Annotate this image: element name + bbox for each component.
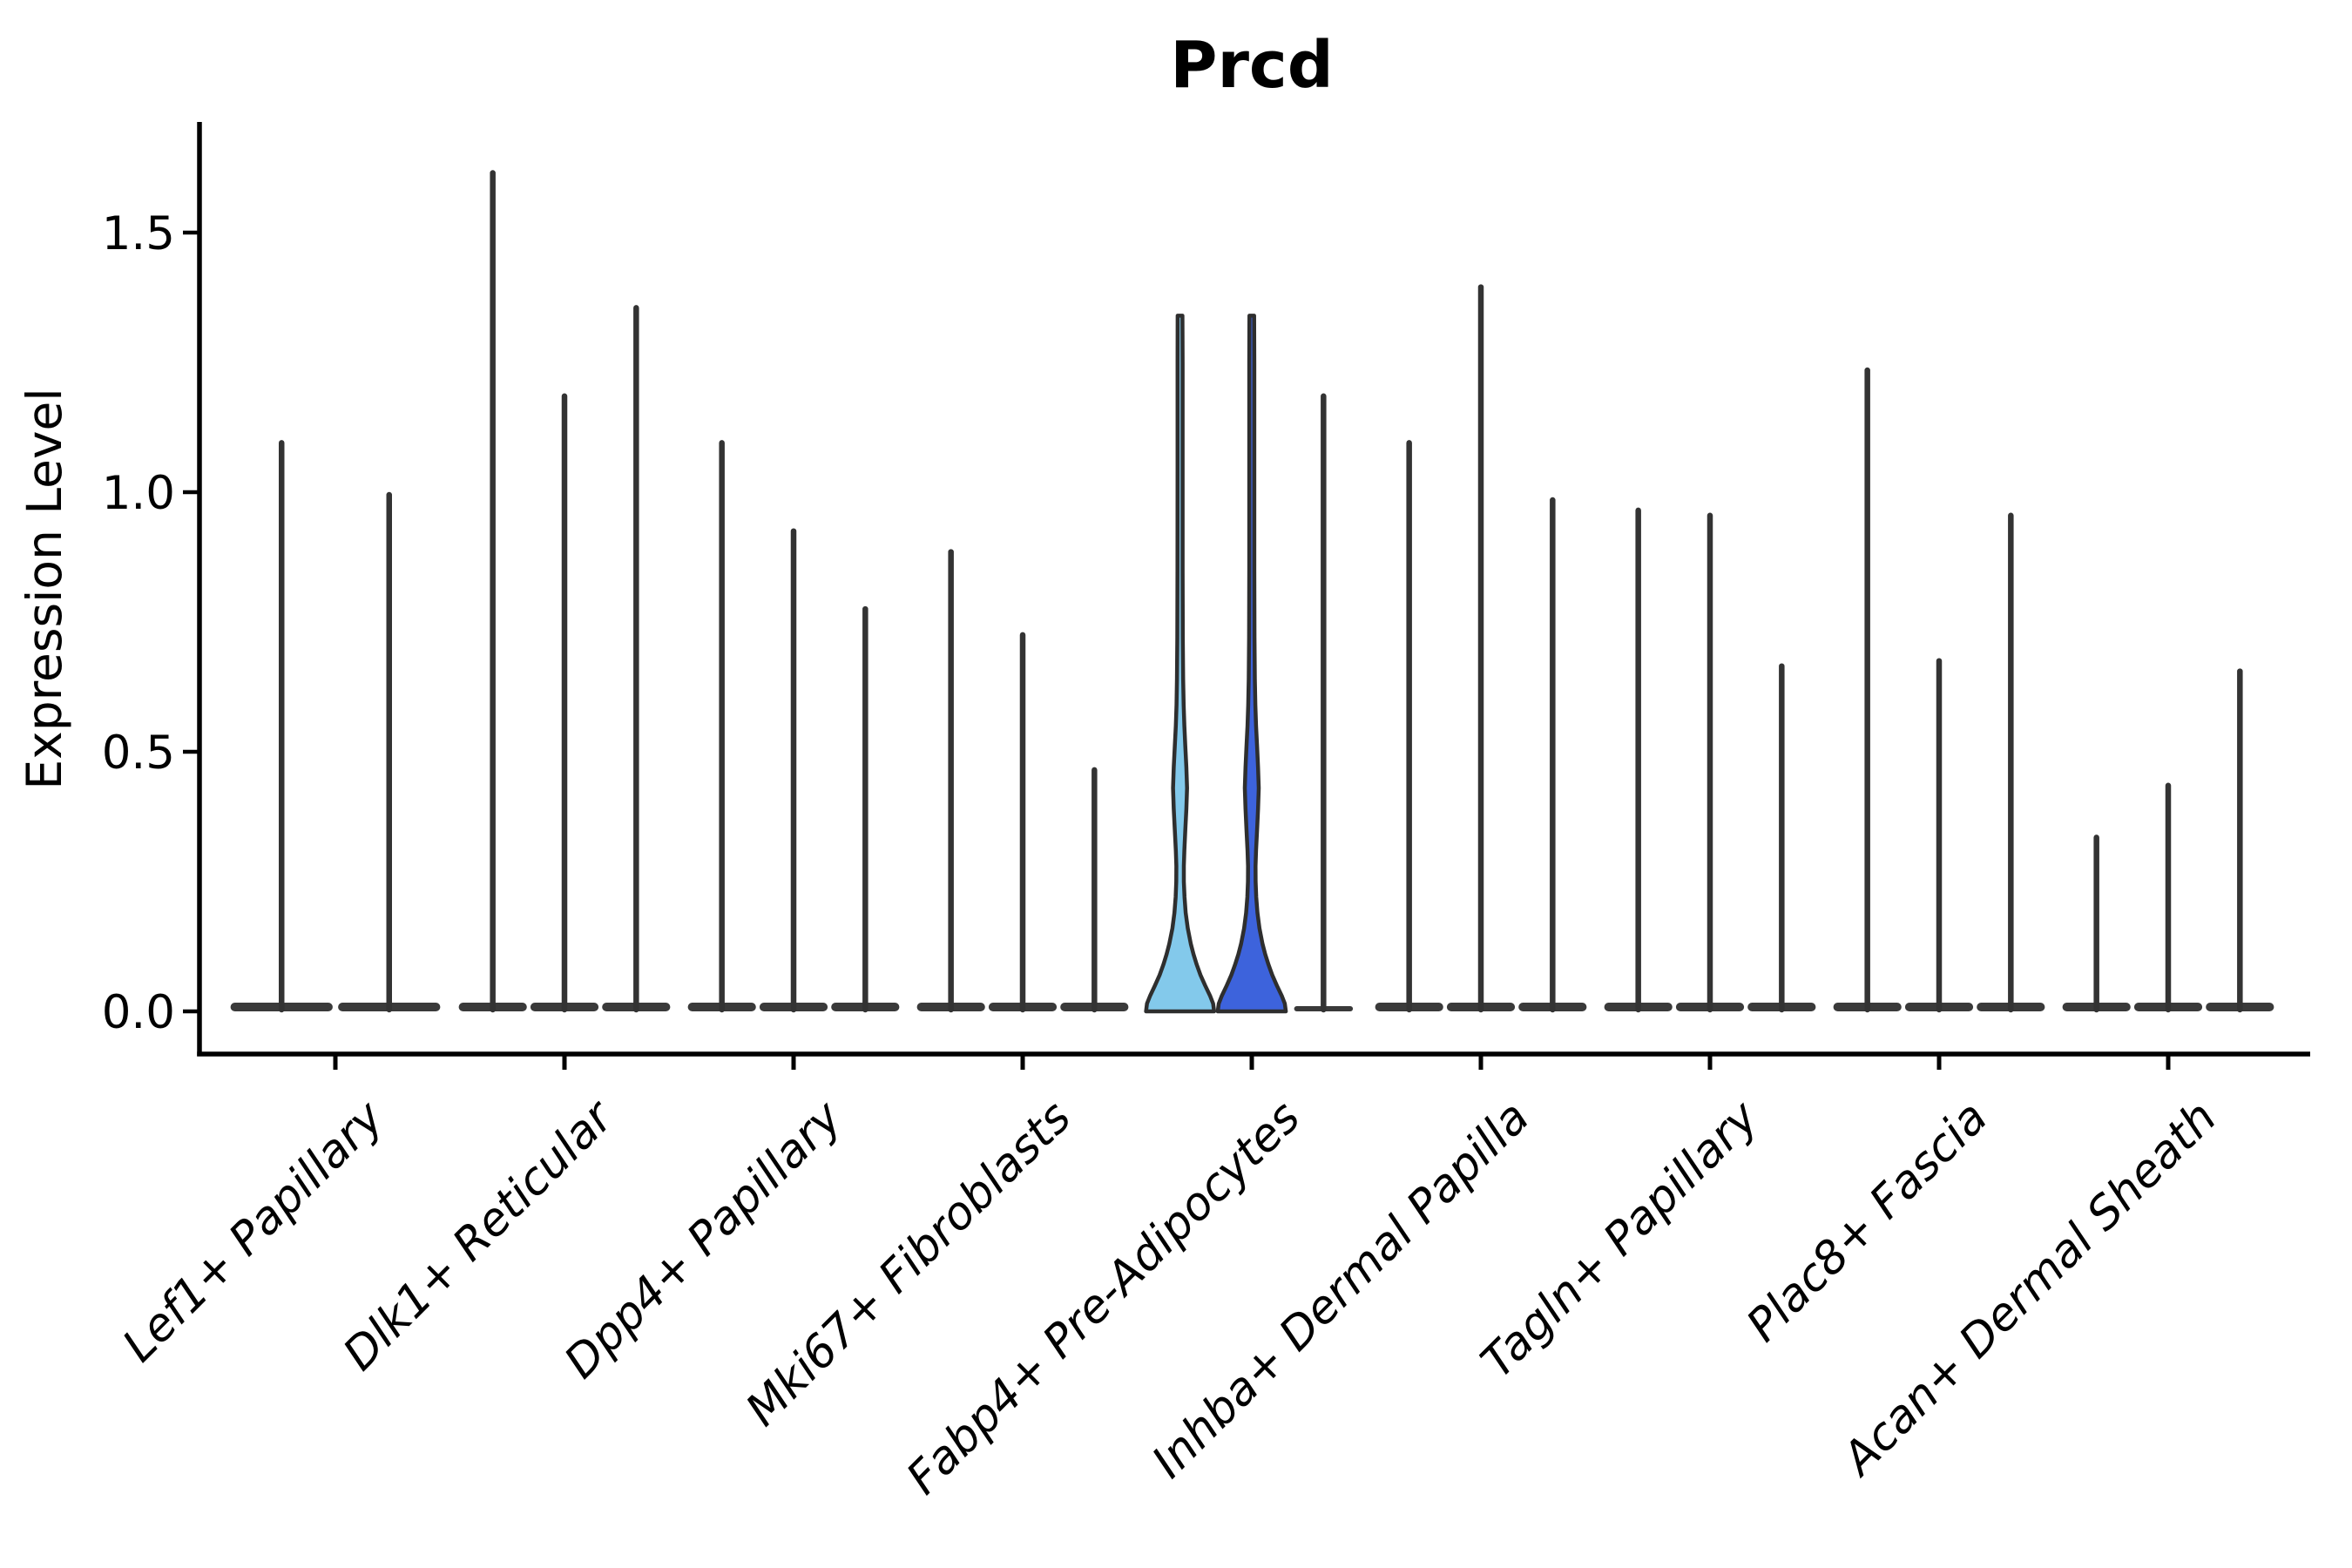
violin-fabp4-pre-adipocytes-2 <box>1215 314 1288 1014</box>
violin-group-dpp4-papillary <box>687 440 900 1013</box>
violin-group-plac8-fascia <box>1833 367 2045 1013</box>
violins-layer <box>230 170 2274 1014</box>
violin-group-lef1-papillary <box>230 440 441 1013</box>
violin-group-inhba-dermal-papilla <box>1375 284 1587 1013</box>
violin-group-dlk1-reticular <box>458 170 671 1013</box>
violin-group-mki67-fibroblasts <box>916 549 1129 1013</box>
y-tick-label-0.5: 0.5 <box>102 727 175 780</box>
plot-title: Prcd <box>1170 28 1334 103</box>
y-tick-label-1.5: 1.5 <box>102 207 175 260</box>
y-tick-label-0.0: 0.0 <box>102 986 175 1039</box>
x-tick-label-inhba-dermal-papilla: Inhba+ Dermal Papilla <box>1142 1092 1539 1489</box>
y-tick-label-1.0: 1.0 <box>102 467 175 520</box>
violin-fabp4-pre-adipocytes-1 <box>1144 314 1217 1014</box>
x-tick-label-plac8-fascia: Plac8+ Fascia <box>1737 1092 1997 1352</box>
y-axis-label: Expression Level <box>17 388 72 789</box>
violin-group-acan-dermal-sheath <box>2062 668 2274 1013</box>
x-tick-label-acan-dermal-sheath: Acan+ Dermal Sheath <box>1831 1092 2227 1487</box>
y-axis-ticks: 0.0 0.5 1.0 1.5 <box>102 207 199 1039</box>
violin-group-tagln-papillary <box>1604 507 1816 1013</box>
x-tick-label-fabp4-pre-adipocytes: Fabp4+ Pre-Adipocytes <box>897 1092 1311 1505</box>
violin-group-fabp4-pre-adipocytes <box>1144 314 1354 1014</box>
